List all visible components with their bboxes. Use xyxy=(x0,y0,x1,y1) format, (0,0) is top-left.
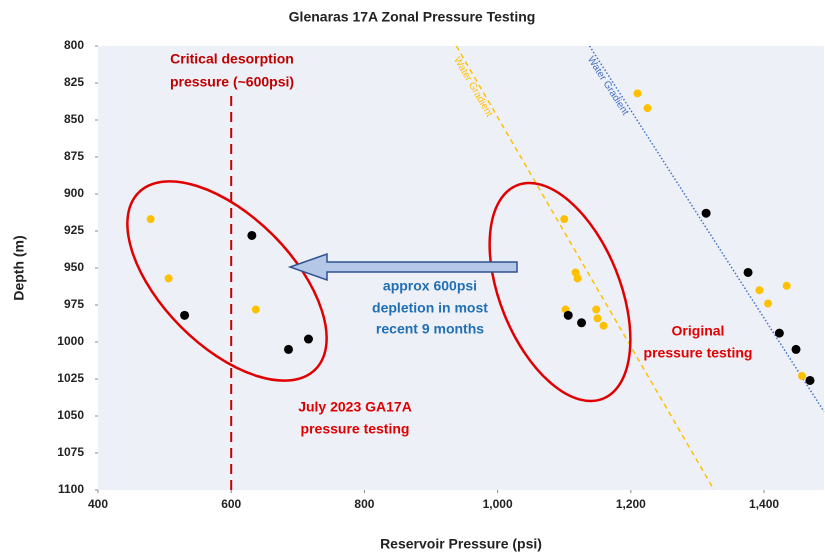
y-tick-label: 950 xyxy=(64,260,84,274)
point xyxy=(164,274,173,283)
annotation: Critical desorption xyxy=(170,51,294,67)
y-tick-label: 800 xyxy=(64,38,84,52)
point xyxy=(592,305,601,314)
ellipse xyxy=(488,181,632,403)
point xyxy=(593,314,602,323)
y-tick-label: 975 xyxy=(64,297,84,311)
x-tick-label: 800 xyxy=(354,497,374,511)
point xyxy=(180,310,190,320)
point xyxy=(743,267,753,277)
x-tick-label: 1,000 xyxy=(483,497,513,511)
annotation: pressure (~600psi) xyxy=(170,74,294,90)
y-tick-label: 925 xyxy=(64,223,84,237)
point xyxy=(643,104,652,113)
y-tick-label: 1100 xyxy=(58,482,84,496)
annotation: July 2023 GA17A xyxy=(298,399,412,415)
annotation: recent 9 months xyxy=(376,321,484,337)
x-tick-label: 1,400 xyxy=(749,497,779,511)
y-tick-label: 900 xyxy=(64,186,84,200)
point xyxy=(563,310,573,320)
y-tick-label: 875 xyxy=(64,149,84,163)
y-tick-label: 825 xyxy=(64,75,84,89)
annotation: Original xyxy=(672,323,725,339)
chart-title: Glenaras 17A Zonal Pressure Testing xyxy=(289,9,536,25)
annotation: pressure testing xyxy=(644,345,753,361)
y-tick-label: 850 xyxy=(64,112,84,126)
x-tick-label: 1,200 xyxy=(616,497,646,511)
arrow xyxy=(287,252,518,282)
point xyxy=(251,305,260,314)
gradient-line xyxy=(588,45,825,412)
point xyxy=(764,299,773,308)
x-tick-label: 400 xyxy=(88,497,108,511)
annotation: depletion in most xyxy=(372,300,488,316)
annotation: approx 600psi xyxy=(383,278,477,294)
point xyxy=(805,375,815,385)
point xyxy=(560,215,569,224)
point xyxy=(755,286,764,295)
point xyxy=(599,321,608,330)
annotation: pressure testing xyxy=(301,421,410,437)
y-axis-title: Depth (m) xyxy=(11,235,27,300)
point xyxy=(774,328,784,338)
y-tick-label: 1050 xyxy=(57,408,84,422)
point xyxy=(283,344,293,354)
y-tick-label: 1000 xyxy=(57,334,84,348)
y-tick-label: 1025 xyxy=(57,371,84,385)
ellipse xyxy=(126,180,328,382)
point xyxy=(633,89,642,98)
point xyxy=(798,372,807,381)
point xyxy=(791,344,801,354)
point xyxy=(146,215,155,224)
point xyxy=(247,230,257,240)
point xyxy=(573,274,582,283)
point xyxy=(303,334,313,344)
point xyxy=(577,318,587,328)
x-axis-title: Reservoir Pressure (psi) xyxy=(380,536,542,552)
point xyxy=(782,281,791,290)
point xyxy=(701,208,711,218)
x-tick-label: 600 xyxy=(221,497,241,511)
gradient-line xyxy=(455,45,715,491)
y-tick-label: 1075 xyxy=(57,445,84,459)
